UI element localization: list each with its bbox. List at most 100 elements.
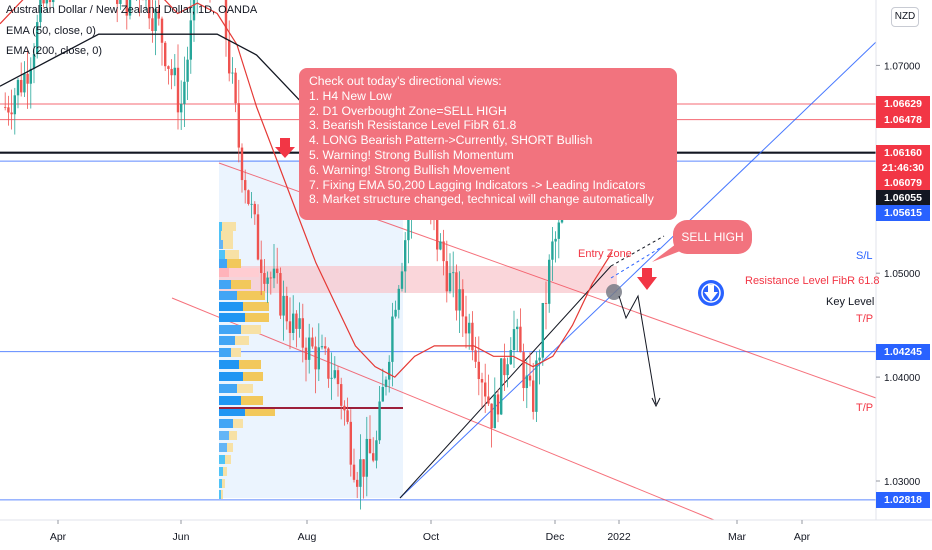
sell-high-label: SELL HIGH bbox=[673, 220, 752, 254]
candle-body bbox=[538, 357, 541, 361]
volume-bar-down bbox=[237, 291, 265, 300]
candle-body bbox=[164, 42, 167, 67]
callout-line: 8. Market structure changed, technical w… bbox=[309, 192, 654, 207]
dashed-projection bbox=[610, 235, 665, 267]
callout-line: 2. D1 Overbought Zone=SELL HIGH bbox=[309, 103, 507, 118]
volume-bar-up bbox=[219, 360, 239, 369]
volume-bar-up bbox=[219, 443, 227, 452]
x-tick-label: Oct bbox=[423, 531, 439, 543]
candle-body bbox=[448, 273, 452, 292]
volume-bar-up bbox=[219, 325, 241, 334]
candle-body bbox=[404, 240, 407, 272]
candle-body bbox=[509, 349, 512, 365]
candle-body bbox=[183, 81, 186, 104]
candle-body bbox=[20, 79, 23, 93]
candle-body bbox=[525, 375, 528, 389]
candle-body bbox=[397, 288, 400, 310]
entry-zone-label: Entry Zone bbox=[578, 248, 632, 260]
price-axis-label: 1.04245 bbox=[876, 343, 930, 360]
volume-bar-up bbox=[219, 396, 241, 405]
candle-body bbox=[375, 440, 378, 461]
x-tick-label: 2022 bbox=[607, 531, 631, 543]
candle-body bbox=[368, 438, 372, 454]
candle-body bbox=[381, 387, 384, 402]
candle-body bbox=[388, 361, 391, 380]
key-level-label: Key Level bbox=[826, 296, 875, 308]
candle-body bbox=[455, 272, 458, 311]
candle-body bbox=[256, 214, 260, 260]
volume-bar-down bbox=[225, 250, 239, 259]
ema200-legend[interactable]: EMA (200, close, 0) bbox=[6, 45, 102, 57]
volume-bar-up bbox=[219, 259, 227, 268]
candle-body bbox=[311, 337, 314, 347]
black-trend-line bbox=[399, 265, 612, 499]
candle-body bbox=[125, 0, 128, 16]
volume-bar-down bbox=[241, 325, 261, 334]
candle-body bbox=[288, 321, 292, 333]
candle-body bbox=[285, 295, 288, 322]
currency-badge[interactable]: NZD bbox=[891, 7, 919, 27]
directional-views-callout: Check out today's directional views: 1. … bbox=[299, 68, 677, 220]
candlesticks bbox=[4, 0, 612, 510]
candle-body bbox=[244, 180, 247, 191]
callout-heading: Check out today's directional views: bbox=[309, 74, 502, 88]
volume-bar-up bbox=[219, 455, 225, 464]
candle-body bbox=[372, 453, 375, 461]
entry-point-marker bbox=[606, 284, 622, 300]
down-arrow-icon bbox=[637, 268, 657, 290]
candle-body bbox=[327, 348, 330, 379]
candle-body bbox=[279, 273, 282, 316]
candle-body bbox=[48, 0, 52, 3]
candle-body bbox=[484, 382, 487, 397]
volume-bar-up bbox=[219, 431, 229, 440]
candle-body bbox=[445, 261, 448, 292]
candle-body bbox=[356, 479, 359, 487]
volume-bar-down bbox=[221, 231, 233, 240]
candle-body bbox=[551, 241, 554, 260]
y-tick-label: 1.05000 bbox=[884, 269, 921, 280]
projection-path bbox=[618, 294, 657, 405]
volume-bar-up bbox=[219, 302, 243, 311]
candle-body bbox=[298, 318, 301, 329]
ema50-legend[interactable]: EMA (50, close, 0) bbox=[6, 25, 96, 37]
candle-body bbox=[167, 66, 170, 69]
candle-body bbox=[317, 347, 320, 370]
candle-body bbox=[282, 295, 285, 316]
candle-body bbox=[266, 277, 269, 284]
blue-trend-line bbox=[399, 41, 877, 499]
candle-body bbox=[324, 346, 327, 349]
x-tick-label: Jun bbox=[173, 531, 190, 543]
candle-body bbox=[442, 241, 445, 262]
candle-body bbox=[16, 79, 20, 96]
candle-body bbox=[365, 438, 368, 477]
candle-body bbox=[378, 401, 381, 441]
volume-bar-up bbox=[219, 231, 221, 240]
chart-title: Australian Dollar / New Zealand Dollar, … bbox=[6, 4, 258, 16]
down-arrow-icon bbox=[275, 138, 295, 158]
candle-body bbox=[384, 379, 388, 388]
candle-body bbox=[346, 410, 349, 422]
candle-body bbox=[272, 268, 276, 279]
y-tick-label: 1.03000 bbox=[884, 477, 921, 488]
candle-body bbox=[247, 190, 250, 204]
candle-body bbox=[301, 318, 304, 348]
x-tick-label: Apr bbox=[50, 531, 67, 543]
candle-body bbox=[269, 277, 272, 279]
volume-bar-up bbox=[219, 467, 223, 476]
price-axis-label: 1.06055 bbox=[876, 189, 930, 206]
callout-line: 7. Fixing EMA 50,200 Lagging Indicators … bbox=[309, 177, 646, 192]
volume-profile bbox=[219, 222, 403, 499]
candle-body bbox=[320, 346, 324, 348]
candle-body bbox=[170, 68, 173, 76]
candle-body bbox=[128, 0, 132, 16]
candle-body bbox=[240, 147, 244, 181]
candle-body bbox=[400, 271, 404, 289]
volume-bar-up bbox=[219, 336, 235, 345]
candle-body bbox=[522, 352, 525, 389]
candle-body bbox=[189, 20, 192, 60]
volume-bar-down bbox=[229, 268, 259, 277]
candle-body bbox=[528, 375, 532, 381]
volume-bar-down bbox=[222, 479, 225, 488]
candle-body bbox=[7, 107, 10, 113]
candle-body bbox=[45, 0, 48, 4]
